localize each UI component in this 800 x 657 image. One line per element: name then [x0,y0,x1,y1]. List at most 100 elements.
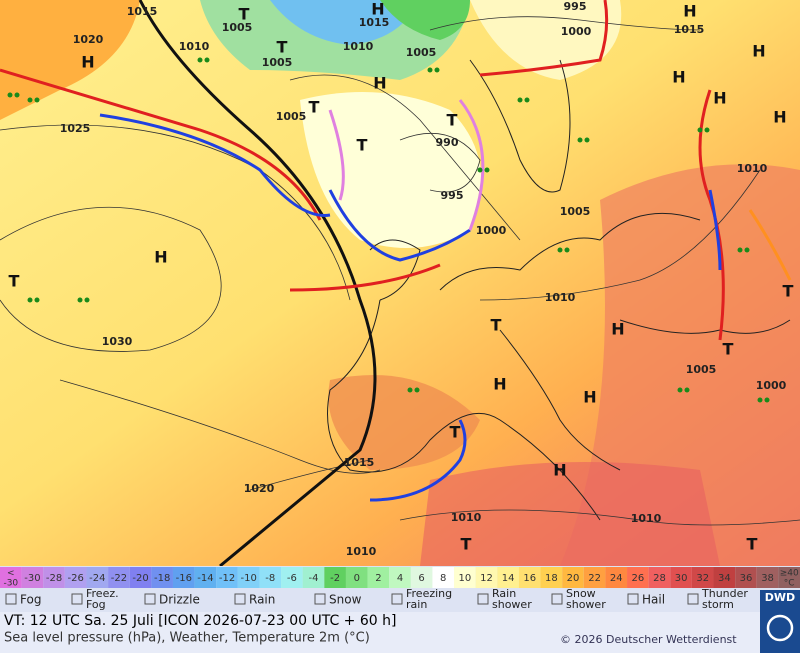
scale-cell [64,567,87,588]
weather-label: Fog [20,593,41,607]
pressure-center: H [611,320,624,339]
pressure-label: 1005 [276,110,307,123]
temp-area [420,462,720,566]
map-labels: 1015 1020 1010 1005 1005 1015 1010 1005 995 1000 1… [7,0,794,558]
pressure-label: 1015 [359,16,390,29]
scale-cell [151,567,173,588]
scale-label: 34 [718,573,731,584]
pressure-label: 990 [436,136,459,149]
weather-symbol [584,137,590,143]
pressure-label: 1020 [244,482,275,495]
scale-label: 18 [545,573,558,584]
pressure-label: 1015 [127,5,158,18]
scale-label: 30 [675,573,688,584]
weather-label: Freezing rain [406,587,452,611]
pressure-center: H [583,388,596,407]
pressure-label: 1005 [262,56,293,69]
pressure-label: 1010 [545,291,576,304]
weather-symbol [77,297,83,303]
scale-label: 16 [523,573,536,584]
scale-label: -20 [132,573,148,584]
footer-background [0,612,800,653]
weather-icon [234,593,246,605]
scale-label: -8 [265,573,275,584]
scale-cell [497,567,519,588]
scale-cell [605,567,628,588]
scale-cell [648,567,671,588]
pressure-center: T [277,38,288,57]
scale-label: 32 [696,573,709,584]
weather-symbol [204,57,210,63]
scale-cell [540,567,563,588]
weather-label: Snow [329,593,362,607]
pressure-label: 995 [564,0,587,13]
pressure-label: 1010 [451,511,482,524]
pressure-center: T [491,316,502,335]
scale-cell [108,567,130,588]
weather-icon [477,593,489,605]
pressure-center: H [683,2,696,21]
scale-cell [0,567,22,588]
pressure-label: 1010 [631,512,662,525]
scale-cell [345,567,368,588]
pressure-label: 1005 [560,205,591,218]
scale-label: 6 [418,573,424,584]
legend: <-30 -30 -28 -26 -24 -22 -20 -18 -16 -14 -12 -10 -8-… [0,566,800,612]
scale-label: 38 [761,573,774,584]
pressure-center: H [713,89,726,108]
weather-label: Rain shower [492,587,532,611]
scale-label: -16 [176,573,192,584]
scale-label: -30 [24,573,40,584]
scale-cell [670,567,692,588]
weather-symbol [564,247,570,253]
weather-icon [71,593,83,605]
scale-cell [86,567,109,588]
pressure-center: T [9,272,20,291]
logo-box [760,590,800,653]
pressure-label: 1005 [406,46,437,59]
weather-icon [391,593,403,605]
pressure-label: 1005 [686,363,717,376]
scale-cell [237,567,260,588]
scale-label: -2 [330,573,340,584]
pressure-label: 995 [441,189,464,202]
weather-label: Hail [642,593,665,607]
pressure-center: H [752,42,765,61]
pressure-center: H [493,375,506,394]
scale-label: -6 [287,573,297,584]
weather-symbol [704,127,710,133]
pressure-center: T [461,535,472,554]
scale-label: 28 [653,573,666,584]
pressure-label: 1000 [561,25,592,38]
scale-label: -10 [240,573,256,584]
temp-area [328,375,480,470]
scale-cell [367,567,390,588]
weather-symbol [524,97,530,103]
pressure-center: H [553,461,566,480]
scale-cell [324,567,346,588]
pressure-center: T [783,282,794,301]
weather-symbol [577,137,583,143]
weather-symbol [477,167,483,173]
scale-label: 4 [397,573,403,584]
weather-label: Rain [249,593,275,607]
pressure-label: 1020 [73,33,104,46]
weather-icon [627,593,639,605]
scale-label: -26 [68,573,84,584]
pressure-center: H [371,0,384,19]
pressure-label: 1005 [222,21,253,34]
weather-symbol [517,97,523,103]
scale-label: -30 [3,579,18,589]
scale-label: 2 [375,573,381,584]
temp-area [380,0,470,40]
logo-text: DWD [765,591,795,604]
scale-cell [583,567,606,588]
pressure-label: 1000 [756,379,787,392]
pressure-label: 1010 [179,40,210,53]
weather-icon [551,593,563,605]
logo-icon [766,614,794,642]
weather-symbol [27,297,33,303]
weather-label: Thunder storm [701,587,748,611]
weather-symbol [27,97,33,103]
